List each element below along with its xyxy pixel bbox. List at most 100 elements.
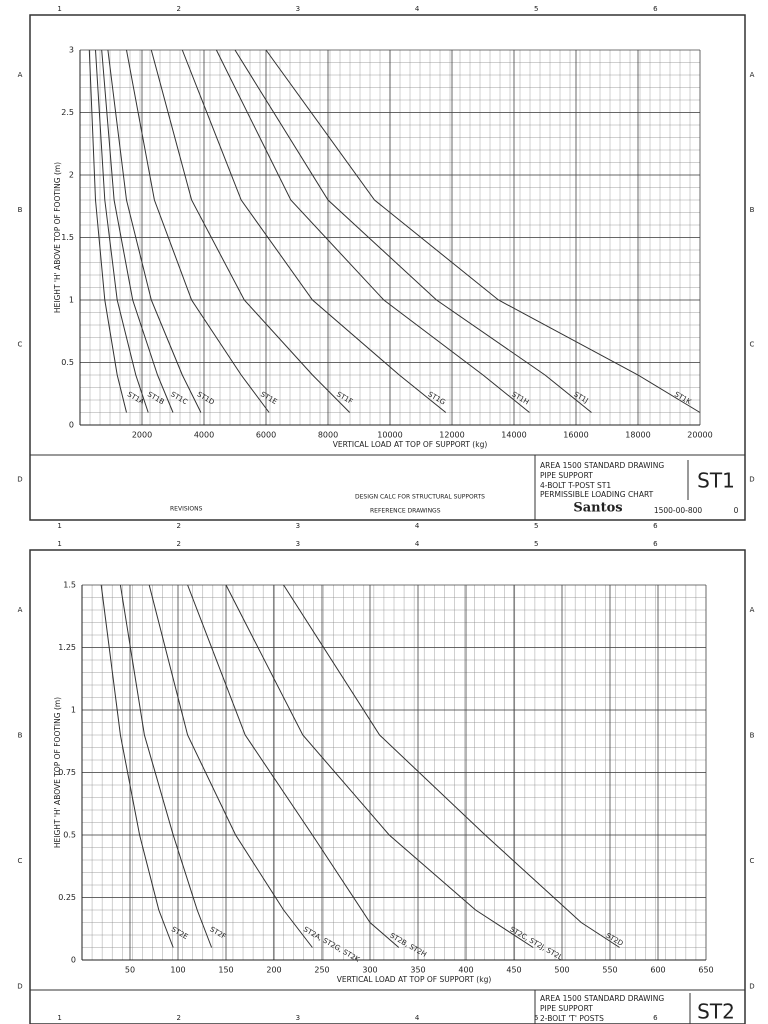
- curve: [265, 49, 701, 413]
- x-tick-label: 400: [458, 966, 473, 975]
- row-label: A: [750, 71, 755, 79]
- curve: [88, 49, 127, 413]
- curve-label: ST2A, ST2G, ST2K: [302, 925, 361, 964]
- curve: [283, 584, 620, 948]
- y-tick-label: 0.5: [63, 831, 76, 840]
- curve: [95, 49, 149, 413]
- y-axis-label: HEIGHT 'H' ABOVE TOP OF FOOTING (m): [53, 697, 62, 848]
- row-label: C: [750, 341, 755, 349]
- y-tick-label: 1: [69, 296, 74, 305]
- curve-label: ST2E: [170, 925, 189, 941]
- column-label: 4: [415, 522, 420, 530]
- x-tick-label: 20000: [687, 431, 712, 440]
- title-line: PIPE SUPPORT: [540, 1004, 593, 1013]
- drawing-code: ST2: [697, 1000, 735, 1024]
- curve: [126, 49, 270, 413]
- curve: [150, 49, 351, 413]
- x-tick-label: 2000: [132, 431, 152, 440]
- x-tick-label: 50: [125, 966, 135, 975]
- y-tick-label: 2.5: [61, 108, 74, 117]
- title-line: 4-BOLT T-POST ST1: [540, 481, 611, 490]
- curve-label: ST1A: [126, 390, 146, 406]
- x-tick-label: 200: [266, 966, 281, 975]
- curve-label: ST2C, ST2J, ST2L: [508, 925, 563, 962]
- column-label: 5: [534, 1014, 538, 1022]
- row-label: A: [18, 606, 23, 614]
- title-line: PERMISSIBLE LOADING CHART: [540, 490, 654, 499]
- row-label: D: [17, 982, 22, 990]
- column-label: 6: [653, 5, 658, 13]
- company: Santos: [573, 501, 622, 516]
- curve: [101, 49, 174, 413]
- title-line: 2-BOLT 'T' POSTS: [540, 1014, 604, 1023]
- column-label: 1: [57, 522, 61, 530]
- column-label: 2: [177, 5, 181, 13]
- row-label: A: [750, 606, 755, 614]
- curve-label: ST2B, ST2H: [388, 932, 427, 959]
- frame-top: [29, 14, 746, 521]
- title-line: AREA 1500 STANDARD DRAWING: [540, 994, 664, 1003]
- x-tick-label: 150: [218, 966, 233, 975]
- title-block-bottom: AREA 1500 STANDARD DRAWING PIPE SUPPORT …: [540, 994, 735, 1024]
- curve: [187, 584, 400, 948]
- y-tick-label: 0.5: [61, 358, 74, 367]
- column-label: 2: [177, 522, 181, 530]
- x-axis-label: VERTICAL LOAD AT TOP OF SUPPORT (kg): [333, 440, 488, 449]
- y-tick-label: 3: [69, 46, 74, 55]
- y-axis-label: HEIGHT 'H' ABOVE TOP OF FOOTING (m): [53, 162, 62, 313]
- curve-label: ST2D: [604, 932, 624, 948]
- x-tick-label: 18000: [625, 431, 650, 440]
- frame-bottom: [29, 549, 746, 1024]
- revisions-label: REVISIONS: [170, 506, 203, 513]
- curve: [148, 584, 313, 948]
- curve-label: ST2F: [208, 925, 227, 941]
- row-label: B: [18, 206, 23, 214]
- x-tick-label: 250: [314, 966, 329, 975]
- y-tick-label: 0: [69, 421, 74, 430]
- revision: 0: [734, 506, 739, 515]
- curve-label: ST1B: [146, 390, 166, 406]
- column-label: 2: [177, 540, 181, 548]
- curve: [215, 49, 530, 413]
- y-tick-label: 1.5: [63, 581, 76, 590]
- x-tick-label: 12000: [439, 431, 464, 440]
- x-tick-label: 6000: [256, 431, 276, 440]
- drawing-code: ST1: [697, 469, 735, 493]
- curve: [181, 49, 447, 413]
- column-label: 6: [653, 522, 658, 530]
- x-tick-label: 650: [698, 966, 713, 975]
- x-tick-label: 10000: [377, 431, 402, 440]
- x-tick-label: 350: [410, 966, 425, 975]
- row-label: D: [17, 476, 22, 484]
- x-tick-label: 4000: [194, 431, 214, 440]
- y-tick-label: 0.75: [58, 768, 76, 777]
- drawing-number: 1500-00-800: [654, 506, 703, 515]
- row-label: C: [18, 341, 23, 349]
- y-tick-label: 1.5: [61, 233, 74, 242]
- row-label: B: [750, 731, 755, 739]
- curve-label: ST1J: [572, 390, 589, 405]
- column-label: 1: [57, 1014, 61, 1022]
- column-label: 4: [415, 1014, 420, 1022]
- row-label: D: [749, 982, 754, 990]
- row-label: B: [18, 731, 23, 739]
- curve-label: ST1F: [335, 390, 354, 406]
- title-block-top: AREA 1500 STANDARD DRAWING PIPE SUPPORT …: [170, 461, 739, 516]
- y-tick-label: 2: [69, 171, 74, 180]
- design-note: DESIGN CALC FOR STRUCTURAL SUPPORTS: [355, 494, 485, 501]
- column-label: 1: [57, 5, 61, 13]
- x-tick-label: 450: [506, 966, 521, 975]
- curve: [100, 584, 174, 948]
- curve: [225, 584, 534, 948]
- row-label: C: [750, 857, 755, 865]
- curve: [234, 49, 592, 413]
- x-tick-label: 500: [554, 966, 569, 975]
- reference-label: REFERENCE DRAWINGS: [370, 508, 441, 515]
- column-label: 6: [653, 540, 658, 548]
- row-label: D: [749, 476, 754, 484]
- y-tick-label: 0: [71, 956, 76, 965]
- curve-label: ST1D: [196, 390, 216, 406]
- sheet-frame: [29, 14, 746, 1024]
- title-line: PIPE SUPPORT: [540, 471, 593, 480]
- curve-label: ST1K: [673, 390, 693, 406]
